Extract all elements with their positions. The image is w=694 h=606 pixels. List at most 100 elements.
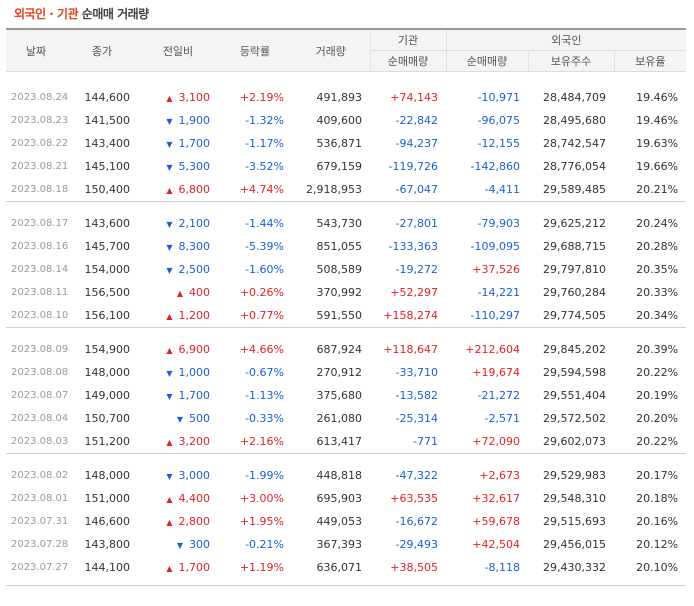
table-row: 2023.08.18 150,400 ▲ 6,800 +4.74% 2,918,953 -6… — [6, 178, 686, 202]
date-cell: 2023.08.17 — [11, 218, 69, 229]
foreign-net-cell: +2,673 — [479, 469, 520, 482]
close-cell: 148,000 — [84, 469, 131, 482]
rate-cell: -1.17% — [245, 137, 284, 150]
col-foreign-net-header: 순매매량 — [445, 50, 528, 72]
triangle-down-icon: ▼ — [166, 472, 173, 481]
triangle-up-icon: ▲ — [166, 312, 173, 321]
rate-cell: -3.52% — [245, 160, 284, 173]
volume-cell: 591,550 — [316, 309, 363, 322]
date-cell: 2023.08.03 — [11, 436, 69, 447]
rate-cell: +2.19% — [239, 91, 284, 104]
foreign-net-cell: -110,297 — [470, 309, 520, 322]
foreign-hold-cell: 28,776,054 — [543, 160, 606, 173]
foreign-hold-cell: 29,551,404 — [543, 389, 606, 402]
volume-cell: 695,903 — [316, 492, 363, 505]
foreign-net-cell: -142,860 — [470, 160, 520, 173]
volume-cell: 536,871 — [316, 137, 363, 150]
rate-cell: +1.95% — [239, 515, 284, 528]
date-cell: 2023.08.08 — [11, 367, 69, 378]
foreign-hold-cell: 28,495,680 — [543, 114, 606, 127]
foreign-net-cell: +32,617 — [472, 492, 520, 505]
volume-cell: 409,600 — [316, 114, 363, 127]
date-cell: 2023.08.16 — [11, 241, 69, 252]
foreign-ratio-cell: 20.24% — [636, 217, 679, 230]
table-row: 2023.08.24 144,600 ▲ 3,100 +2.19% 491,893 +74,… — [6, 86, 686, 109]
date-cell: 2023.07.31 — [11, 516, 69, 527]
rate-cell: -1.32% — [245, 114, 284, 127]
rate-cell: +1.19% — [239, 561, 284, 574]
change-value: 1,200 — [178, 309, 211, 322]
close-cell: 141,500 — [84, 114, 131, 127]
triangle-down-icon: ▼ — [176, 541, 183, 550]
close-cell: 143,400 — [84, 137, 131, 150]
change-cell: ▲ 1,200 — [138, 304, 218, 328]
foreign-net-cell: -10,971 — [477, 91, 520, 104]
divider-cell — [6, 579, 687, 586]
volume-cell: 367,393 — [316, 538, 363, 551]
foreign-net-cell: -79,903 — [477, 217, 520, 230]
change-value: 1,700 — [178, 137, 211, 150]
triangle-up-icon: ▲ — [166, 94, 173, 103]
rate-cell: -0.33% — [245, 412, 284, 425]
volume-cell: 491,893 — [316, 91, 363, 104]
divider-cell — [6, 453, 687, 464]
foreign-net-cell: +212,604 — [465, 343, 520, 356]
change-cell: ▼ 1,000 — [138, 361, 218, 384]
date-cell: 2023.08.24 — [11, 92, 69, 103]
triangle-down-icon: ▼ — [176, 415, 183, 424]
change-value: 5,300 — [178, 160, 211, 173]
close-cell: 154,900 — [84, 343, 131, 356]
close-cell: 144,100 — [84, 561, 131, 574]
date-cell: 2023.07.27 — [11, 562, 69, 573]
group-divider — [6, 327, 687, 338]
date-cell: 2023.08.14 — [11, 264, 69, 275]
change-value: 500 — [189, 412, 210, 425]
table-row: 2023.08.07 149,000 ▼ 1,700 -1.13% 375,680 -13,… — [6, 384, 686, 407]
group-divider — [6, 579, 687, 586]
change-cell: ▼ 2,500 — [138, 258, 218, 281]
foreign-hold-cell: 29,589,485 — [543, 183, 606, 196]
foreign-ratio-cell: 20.21% — [636, 183, 679, 196]
change-cell: ▼ 1,700 — [138, 384, 218, 407]
volume-cell: 2,918,953 — [306, 183, 362, 196]
table-row: 2023.07.28 143,800 ▼ 300 -0.21% 367,393 -29,49… — [6, 533, 686, 556]
volume-cell: 261,080 — [316, 412, 363, 425]
triangle-down-icon: ▼ — [166, 369, 173, 378]
group-divider — [6, 453, 687, 464]
date-cell: 2023.08.02 — [11, 470, 69, 481]
change-cell: ▲ 6,800 — [138, 178, 218, 202]
change-cell: ▼ 3,000 — [138, 464, 218, 487]
title-investor-label: 외국인 · 기관 — [14, 7, 79, 21]
close-cell: 149,000 — [84, 389, 131, 402]
foreign-hold-cell: 29,456,015 — [543, 538, 606, 551]
volume-cell: 508,589 — [316, 263, 363, 276]
change-value: 4,400 — [178, 492, 211, 505]
table-row: 2023.08.02 148,000 ▼ 3,000 -1.99% 448,818 -47,… — [6, 464, 686, 487]
volume-cell: 613,417 — [316, 435, 363, 448]
table-row: 2023.07.31 146,600 ▲ 2,800 +1.95% 449,053 -16,… — [6, 510, 686, 533]
change-value: 1,000 — [178, 366, 211, 379]
foreign-net-cell: +42,504 — [472, 538, 520, 551]
change-value: 3,100 — [178, 91, 211, 104]
foreign-hold-cell: 29,529,983 — [543, 469, 606, 482]
foreign-net-cell: -21,272 — [477, 389, 520, 402]
foreign-hold-cell: 29,797,810 — [543, 263, 606, 276]
close-cell: 146,600 — [84, 515, 131, 528]
change-cell: ▲ 400 — [138, 281, 218, 304]
volume-cell: 687,924 — [316, 343, 363, 356]
foreign-net-cell: -96,075 — [477, 114, 520, 127]
volume-cell: 375,680 — [316, 389, 363, 402]
date-cell: 2023.08.09 — [11, 344, 69, 355]
change-cell: ▼ 2,100 — [138, 212, 218, 235]
foreign-net-cell: -12,155 — [477, 137, 520, 150]
foreign-hold-cell: 29,774,505 — [543, 309, 606, 322]
section-title: 외국인 · 기관 순매매 거래량 — [0, 0, 694, 28]
triangle-down-icon: ▼ — [166, 163, 173, 172]
change-value: 400 — [189, 286, 210, 299]
institution-net-cell: -13,582 — [395, 389, 438, 402]
rate-cell: +0.77% — [239, 309, 284, 322]
col-foreign-hold-header: 보유주수 — [527, 50, 614, 72]
foreign-ratio-cell: 20.22% — [636, 435, 679, 448]
table-row: 2023.08.11 156,500 ▲ 400 +0.26% 370,992 +52,29… — [6, 281, 686, 304]
close-cell: 151,200 — [84, 435, 131, 448]
